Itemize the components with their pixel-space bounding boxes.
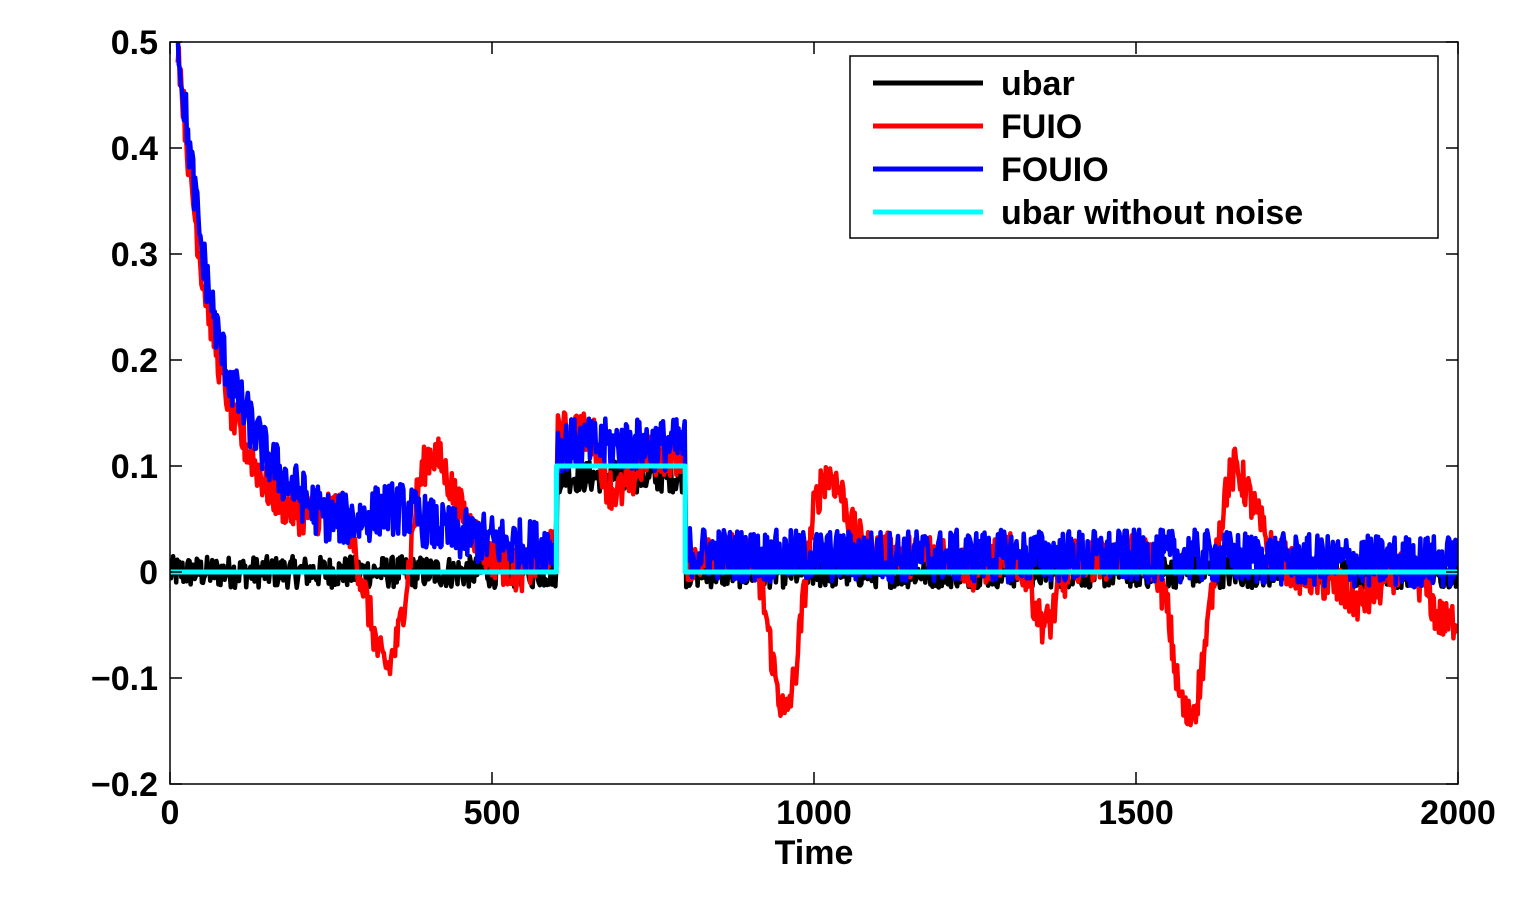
y-tick-label: 0.5 (111, 24, 158, 62)
y-tick-label: 0.2 (111, 342, 158, 380)
plot-frame (169, 41, 1459, 785)
x-tick-label: 1500 (1098, 794, 1174, 832)
y-tick-label: 0 (139, 554, 158, 592)
y-tick-label: −0.1 (91, 660, 158, 698)
legend-box (849, 55, 1439, 239)
x-axis-label: Time (775, 834, 854, 872)
y-tick-label: 0.1 (111, 448, 158, 486)
legend-label: ubar (1001, 65, 1075, 103)
legend-label: FOUIO (1001, 151, 1109, 189)
series-line-FUIO (175, 45, 1458, 728)
y-tick-label: 0.4 (111, 130, 158, 168)
x-tick-label: 0 (161, 794, 180, 832)
legend-label: FUIO (1001, 108, 1082, 146)
x-tick-label: 1000 (776, 794, 852, 832)
y-tick-label: 0.3 (111, 236, 158, 274)
ticks-layer: 0 500 1000 1500 2000 −0.2 −0.1 0 0.1 0.2 0.3 0.4 0.5 (91, 24, 1496, 832)
y-tick-label: −0.2 (91, 766, 158, 804)
series-line-ubar-without-noise (170, 463, 1458, 575)
x-tick-label: 2000 (1420, 794, 1496, 832)
series-layer (170, 42, 1458, 728)
x-tick-label: 500 (464, 794, 521, 832)
legend: ubar FUIO FOUIO ubar without noise (849, 55, 1439, 239)
legend-label: ubar without noise (1001, 194, 1303, 232)
